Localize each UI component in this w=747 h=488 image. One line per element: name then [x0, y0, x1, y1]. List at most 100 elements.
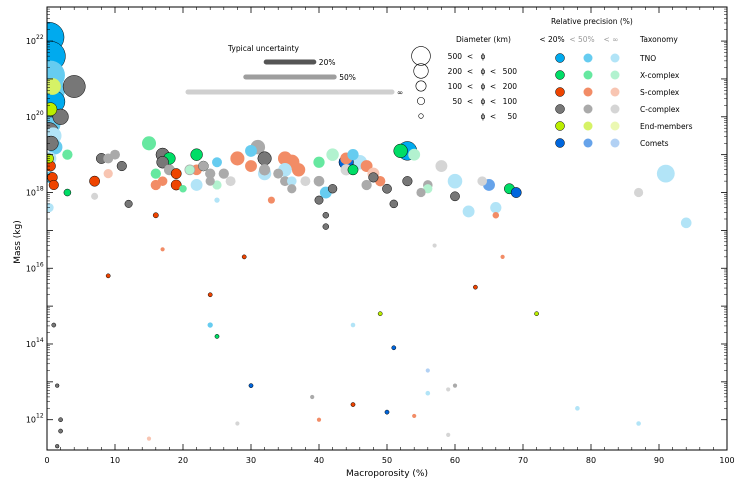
size-legend-title: Diameter (km): [456, 35, 511, 44]
data-point-x-complex: [150, 168, 161, 179]
size-legend-lower: 500: [448, 52, 463, 61]
data-point-c-complex: [300, 176, 311, 187]
legend-swatch-end-members: [555, 121, 565, 131]
y-tick-label-base: 10: [26, 189, 36, 198]
data-point-s-complex: [492, 211, 500, 219]
data-point-s-complex: [473, 284, 478, 290]
size-legend-circle: [413, 63, 429, 79]
data-point-c-complex: [55, 383, 60, 388]
data-point-s-complex: [170, 179, 182, 191]
legend-class-label: Comets: [640, 139, 669, 148]
uncertainty-label: 50%: [339, 73, 356, 82]
data-point-s-complex: [105, 273, 111, 279]
data-point-c-complex: [198, 161, 209, 171]
legend-swatch-s-complex: [555, 87, 565, 97]
data-point-c-complex: [205, 168, 216, 179]
data-point-x-complex: [212, 180, 222, 190]
data-point-tno: [287, 176, 297, 186]
data-point-c-complex: [382, 183, 392, 194]
data-point-c-complex: [257, 151, 272, 166]
data-point-s-complex: [350, 402, 356, 407]
data-point-tno: [656, 164, 675, 183]
data-point-s-complex: [500, 254, 505, 259]
data-point-tno: [575, 406, 580, 411]
y-tick-label-exponent: 12: [36, 413, 44, 420]
size-legend-op: <: [490, 97, 496, 106]
data-point-c-complex: [110, 149, 120, 160]
legend-swatch-comets: [555, 138, 565, 148]
data-point-c-complex: [58, 417, 63, 423]
size-legend-lower: 50: [452, 97, 462, 106]
data-point-tno: [245, 144, 257, 157]
data-point-s-complex: [207, 292, 213, 298]
y-tick-label-exponent: 20: [36, 110, 44, 117]
x-tick-label: 50: [382, 456, 392, 465]
y-tick-label-exponent: 22: [36, 34, 44, 41]
y-tick-label-base: 10: [26, 113, 36, 122]
data-point-end-members: [47, 102, 58, 117]
size-legend-upper: 100: [503, 97, 518, 106]
data-point-s-complex: [157, 176, 168, 186]
data-point-x-complex: [62, 149, 73, 160]
data-point-c-complex: [258, 164, 271, 176]
data-point-tno: [462, 205, 475, 218]
x-tick-label: 60: [450, 456, 460, 465]
data-point-tno: [636, 421, 641, 426]
size-legend: Diameter (km) 500 < ϕ 200 < ϕ <500 100 < ϕ <200 50 <…: [411, 35, 518, 121]
size-legend-op: <: [467, 52, 473, 61]
size-legend-circle: [417, 97, 425, 105]
size-legend-symbol: ϕ: [481, 97, 486, 106]
size-legend-lower: 200: [448, 67, 463, 76]
data-point-c-complex: [310, 394, 315, 400]
size-legend-circle: [411, 46, 431, 66]
data-point-tno: [212, 157, 222, 168]
legend-class-label: S-complex: [640, 88, 680, 97]
data-point-s-complex: [230, 151, 245, 166]
data-point-c-complex: [51, 322, 57, 328]
data-point-c-complex: [416, 187, 426, 198]
y-tick-label-base: 10: [26, 37, 36, 46]
data-point-x-complex: [190, 148, 203, 161]
y-tick-label-base: 10: [26, 416, 36, 425]
data-point-comets: [425, 368, 430, 373]
data-point-s-complex: [245, 160, 257, 172]
x-tick-label: 40: [314, 456, 324, 465]
data-point-c-complex: [58, 428, 63, 434]
data-point-c-complex: [450, 191, 460, 202]
data-point-c-complex: [435, 160, 448, 172]
data-point-c-complex: [633, 187, 644, 198]
legend-swatch-tno: [555, 53, 565, 63]
data-point-c-complex: [116, 160, 127, 172]
data-point-c-complex: [314, 195, 324, 205]
uncertainty-label: 20%: [319, 58, 336, 67]
y-tick-label-base: 10: [26, 340, 36, 349]
data-point-c-complex: [235, 421, 240, 426]
data-point-x-complex: [408, 148, 421, 161]
precision-label: < 50%: [569, 35, 594, 44]
data-point-x-complex: [185, 165, 195, 175]
data-point-s-complex: [267, 196, 275, 204]
data-point-c-complex: [287, 184, 297, 194]
data-point-s-complex: [241, 254, 247, 260]
legend-swatch-tno: [583, 53, 593, 63]
size-legend-upper: 500: [503, 67, 518, 76]
data-point-s-complex: [277, 151, 293, 166]
size-legend-op: <: [467, 82, 473, 91]
data-point-c-complex: [452, 383, 458, 388]
data-point-comets: [510, 187, 522, 198]
data-point-s-complex: [152, 212, 159, 219]
data-point-c-complex: [368, 172, 379, 183]
data-point-c-complex: [124, 199, 133, 208]
data-point-tno: [447, 173, 463, 189]
data-point-c-complex: [156, 156, 169, 169]
data-point-tno: [680, 217, 692, 229]
size-legend-upper: 200: [503, 82, 518, 91]
data-point-x-complex: [141, 136, 157, 151]
data-point-c-complex: [389, 199, 399, 209]
precision-label: < 20%: [539, 35, 564, 44]
legend-swatch-end-members: [610, 121, 620, 131]
data-point-x-complex: [313, 156, 325, 168]
size-legend-op: <: [490, 112, 496, 121]
legend-class-label: End-members: [640, 122, 693, 131]
